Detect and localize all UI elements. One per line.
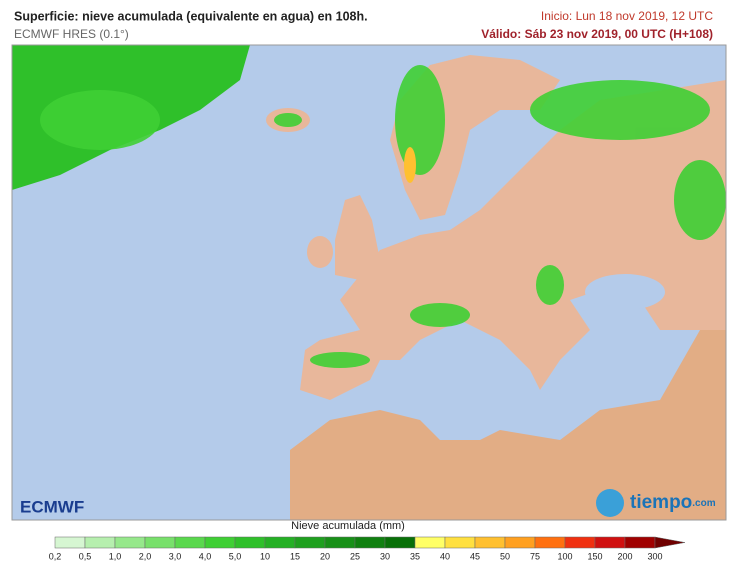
legend-label: 100 <box>557 551 572 561</box>
legend-label: 40 <box>440 551 450 561</box>
legend-label: 150 <box>587 551 602 561</box>
title: Superficie: nieve acumulada (equivalente… <box>14 9 368 23</box>
legend-swatch <box>504 536 536 549</box>
legend-swatch <box>174 536 206 549</box>
tiempo-text: tiempo <box>630 492 692 513</box>
legend-label: 35 <box>410 551 420 561</box>
legend-label: 10 <box>260 551 270 561</box>
legend-label: 1,0 <box>109 551 122 561</box>
legend-arrow <box>654 536 686 549</box>
legend-swatch <box>204 536 236 549</box>
legend-label: 4,0 <box>199 551 212 561</box>
legend-swatch <box>54 536 86 549</box>
legend-label: 30 <box>380 551 390 561</box>
legend-label: 25 <box>350 551 360 561</box>
legend-label: 20 <box>320 551 330 561</box>
legend-swatch <box>324 536 356 549</box>
legend-label: 15 <box>290 551 300 561</box>
legend-swatch <box>414 536 446 549</box>
colorbar: 0,2 0,5 1,0 2,0 3,0 4,0 5,0 10 15 20 25 30 35 40 45 50 7… <box>49 536 686 561</box>
legend-label: 0,5 <box>79 551 92 561</box>
legend-swatch <box>474 536 506 549</box>
legend-swatch <box>144 536 176 549</box>
legend-swatch <box>594 536 626 549</box>
legend-label: 300 <box>647 551 662 561</box>
map <box>11 44 727 521</box>
legend-swatch <box>624 536 656 549</box>
legend-title: Nieve acumulada (mm) <box>291 520 405 532</box>
ecmwf-logo: ECMWF <box>20 497 84 516</box>
model: ECMWF HRES (0.1°) <box>14 27 129 41</box>
legend-label: 5,0 <box>229 551 242 561</box>
legend-swatch <box>114 536 146 549</box>
valid-time: Válido: Sáb 23 nov 2019, 00 UTC (H+108) <box>481 27 713 41</box>
start-time: Inicio: Lun 18 nov 2019, 12 UTC <box>541 9 713 23</box>
legend-swatch <box>384 536 416 549</box>
legend-swatch <box>564 536 596 549</box>
legend-label: 3,0 <box>169 551 182 561</box>
tiempo-icon <box>596 489 624 517</box>
legend-swatch <box>264 536 296 549</box>
legend-label: 2,0 <box>139 551 152 561</box>
legend-swatch <box>534 536 566 549</box>
tiempo-suffix: .com <box>692 498 715 509</box>
legend-label: 75 <box>530 551 540 561</box>
legend-swatch <box>84 536 116 549</box>
tiempo-logo: tiempo.com <box>630 492 716 513</box>
legend-swatch <box>354 536 386 549</box>
legend-label: 45 <box>470 551 480 561</box>
legend-swatch <box>234 536 266 549</box>
legend-swatch <box>444 536 476 549</box>
legend-swatch <box>294 536 326 549</box>
legend-label: 50 <box>500 551 510 561</box>
legend-label: 0,2 <box>49 551 62 561</box>
legend-label: 200 <box>617 551 632 561</box>
